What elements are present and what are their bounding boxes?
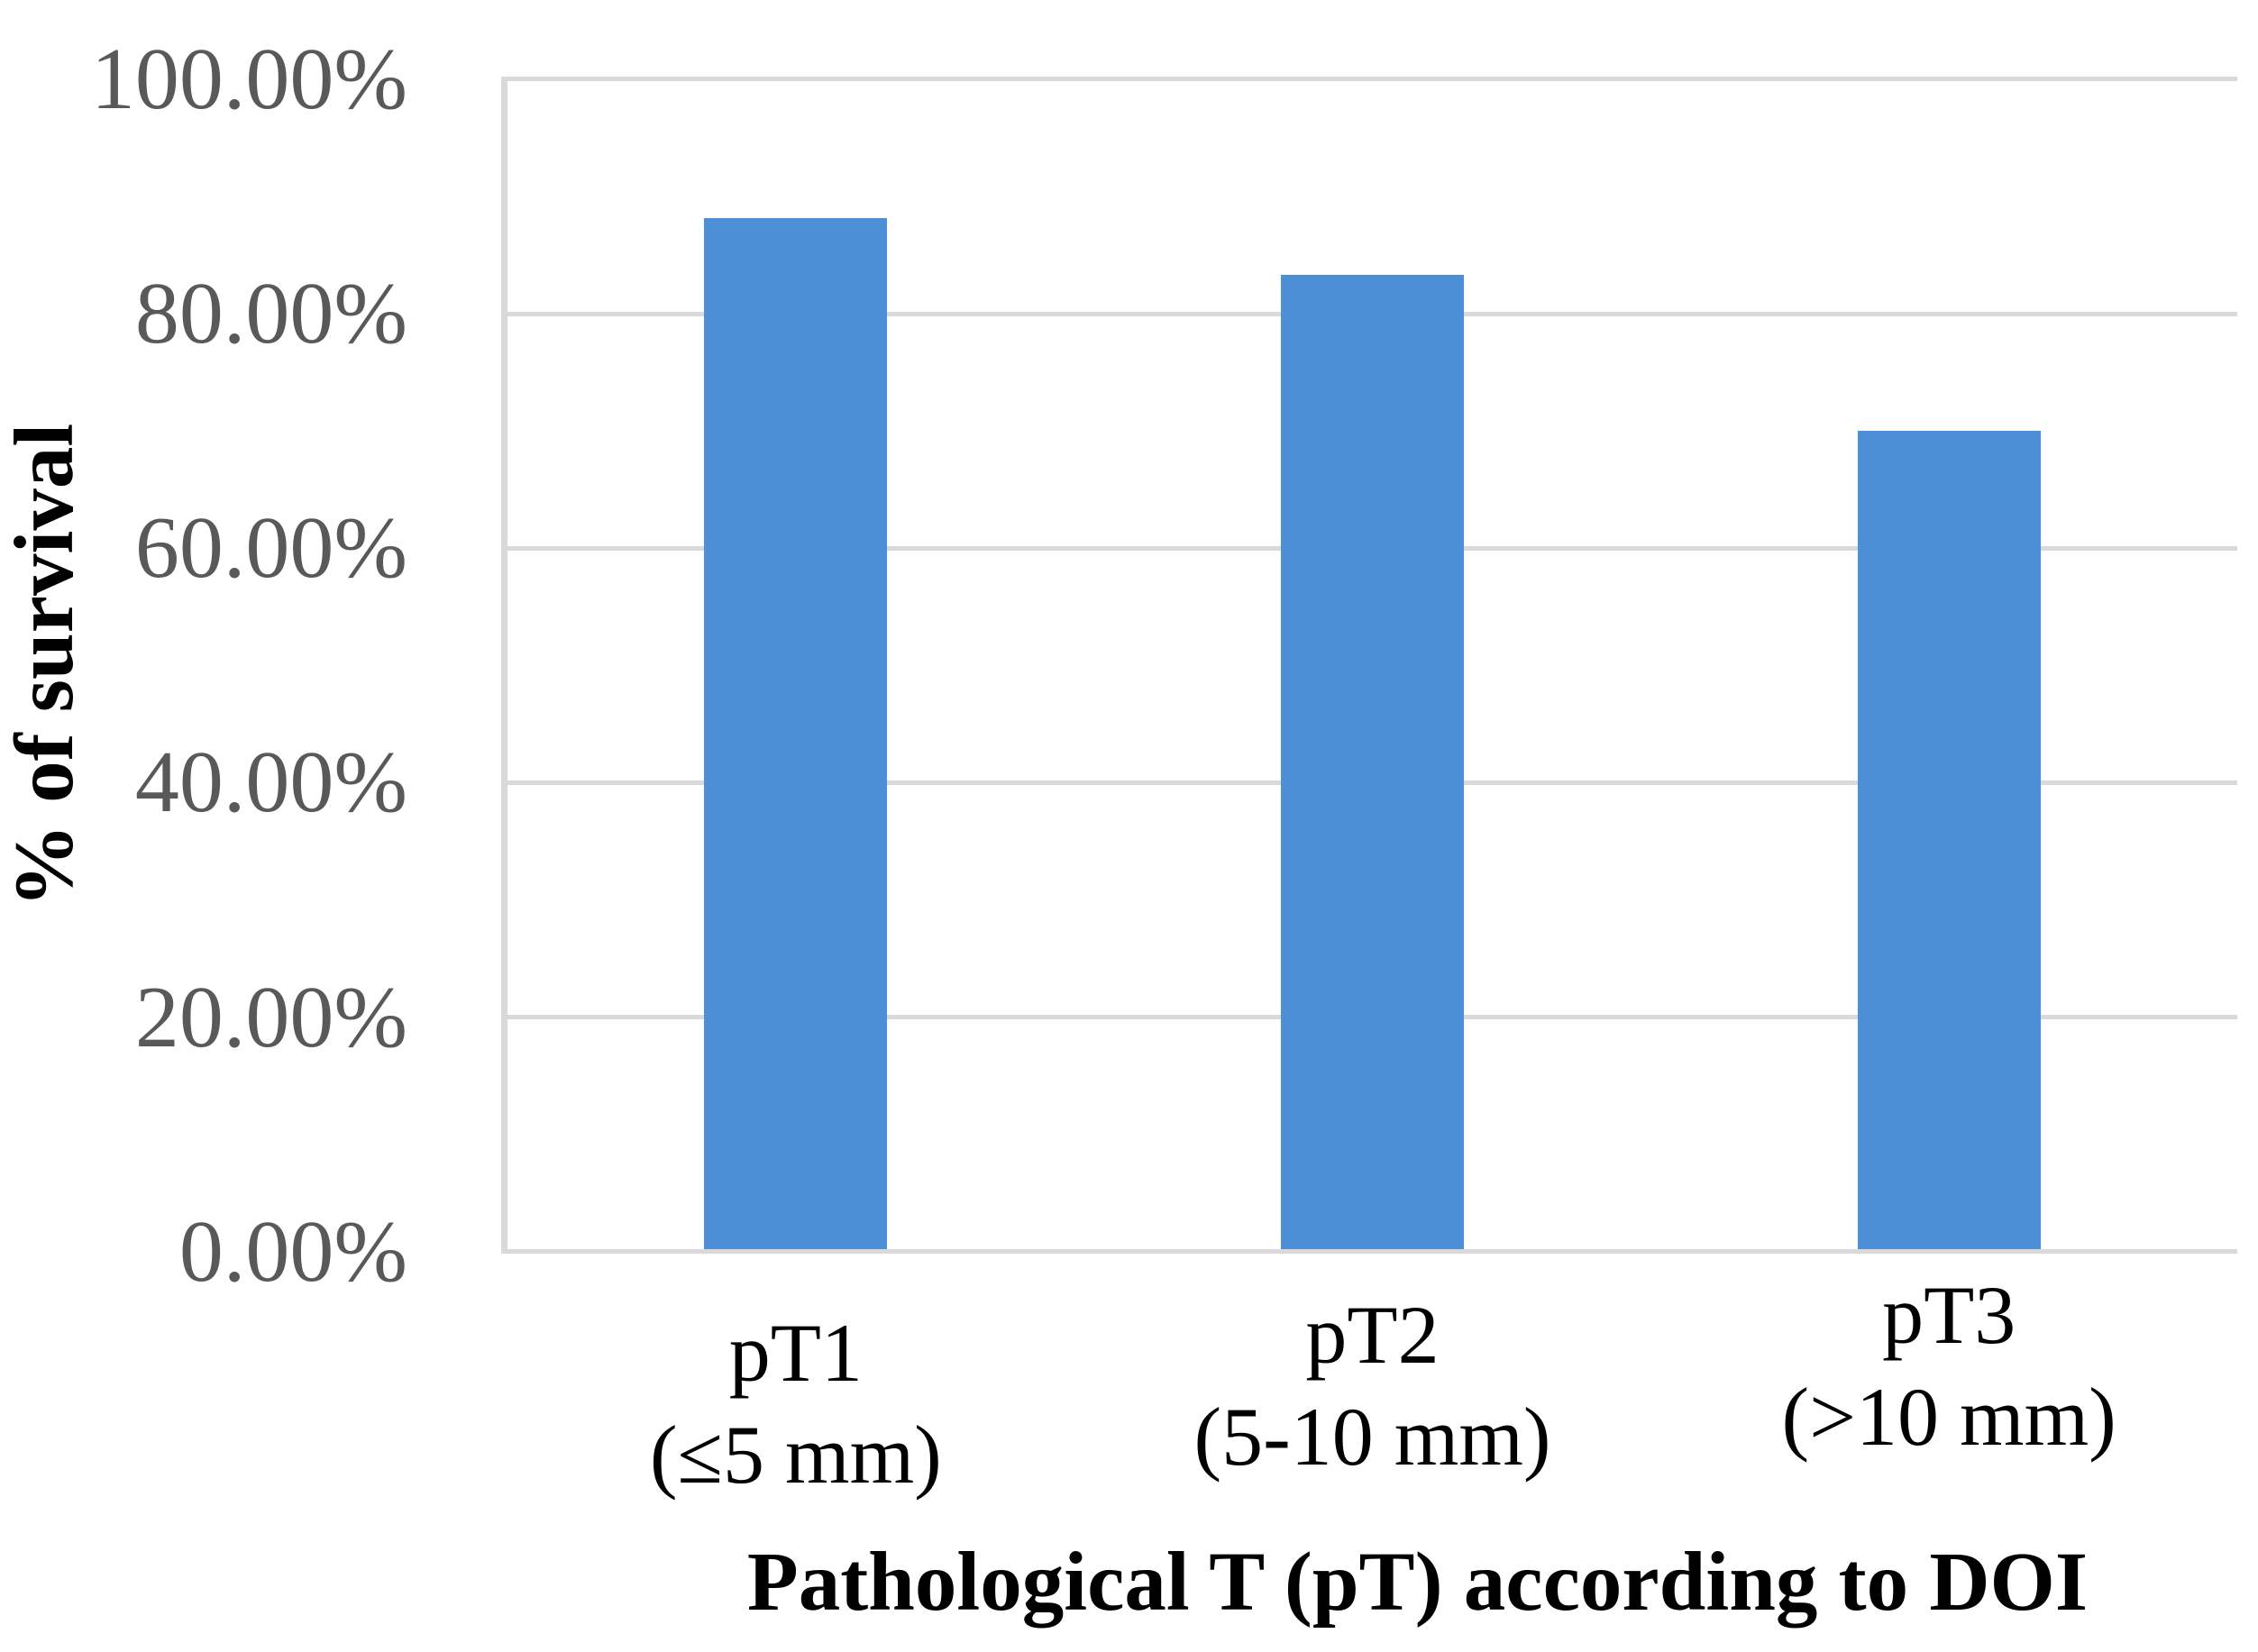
x-tick-label-pt1: pT1 (≤5 mm) bbox=[507, 1302, 1084, 1506]
y-tick-label-40: 40.00% bbox=[134, 734, 407, 831]
bar-pt1 bbox=[704, 217, 888, 1252]
y-tick-label-20: 20.00% bbox=[134, 969, 407, 1066]
bar-slot-pt1 bbox=[507, 79, 1084, 1252]
y-tick-label-60: 60.00% bbox=[134, 499, 407, 597]
gridline-100 bbox=[507, 77, 2237, 81]
plot-area bbox=[501, 77, 2237, 1254]
x-tick-label-pt3: pT3 (>10 mm) bbox=[1660, 1264, 2237, 1468]
bar-pt3 bbox=[1857, 431, 2041, 1252]
x-tick-label-pt3-line2: (>10 mm) bbox=[1781, 1371, 2116, 1463]
x-tick-label-pt2-line1: pT2 bbox=[1305, 1289, 1440, 1381]
y-tick-label-80: 80.00% bbox=[134, 265, 407, 362]
bar-slot-pt2 bbox=[1084, 79, 1661, 1252]
y-axis-line bbox=[501, 77, 507, 1254]
y-tick-label-100: 100.00% bbox=[90, 31, 407, 128]
x-tick-label-pt2: pT2 (5-10 mm) bbox=[1084, 1284, 1661, 1488]
x-tick-label-pt2-line2: (5-10 mm) bbox=[1193, 1391, 1551, 1483]
x-tick-label-pt1-line2: (≤5 mm) bbox=[649, 1409, 942, 1501]
x-axis-title: Pathological T (pT) according to DOI bbox=[746, 1536, 2089, 1629]
y-axis-title-box: % of survival bbox=[0, 79, 92, 1252]
bar-slot-pt3 bbox=[1660, 79, 2237, 1252]
x-tick-label-pt1-line1: pT1 bbox=[728, 1307, 863, 1399]
y-axis-title: % of survival bbox=[0, 423, 92, 908]
x-tick-labels-row: pT1 (≤5 mm) pT2 (5-10 mm) pT3 (>10 mm) bbox=[507, 1264, 2237, 1501]
bars-row bbox=[507, 79, 2237, 1252]
x-tick-label-pt3-line1: pT3 bbox=[1882, 1269, 2016, 1361]
y-tick-label-0: 0.00% bbox=[178, 1203, 407, 1301]
bar-pt2 bbox=[1281, 275, 1464, 1252]
x-axis-line bbox=[507, 1249, 2237, 1254]
